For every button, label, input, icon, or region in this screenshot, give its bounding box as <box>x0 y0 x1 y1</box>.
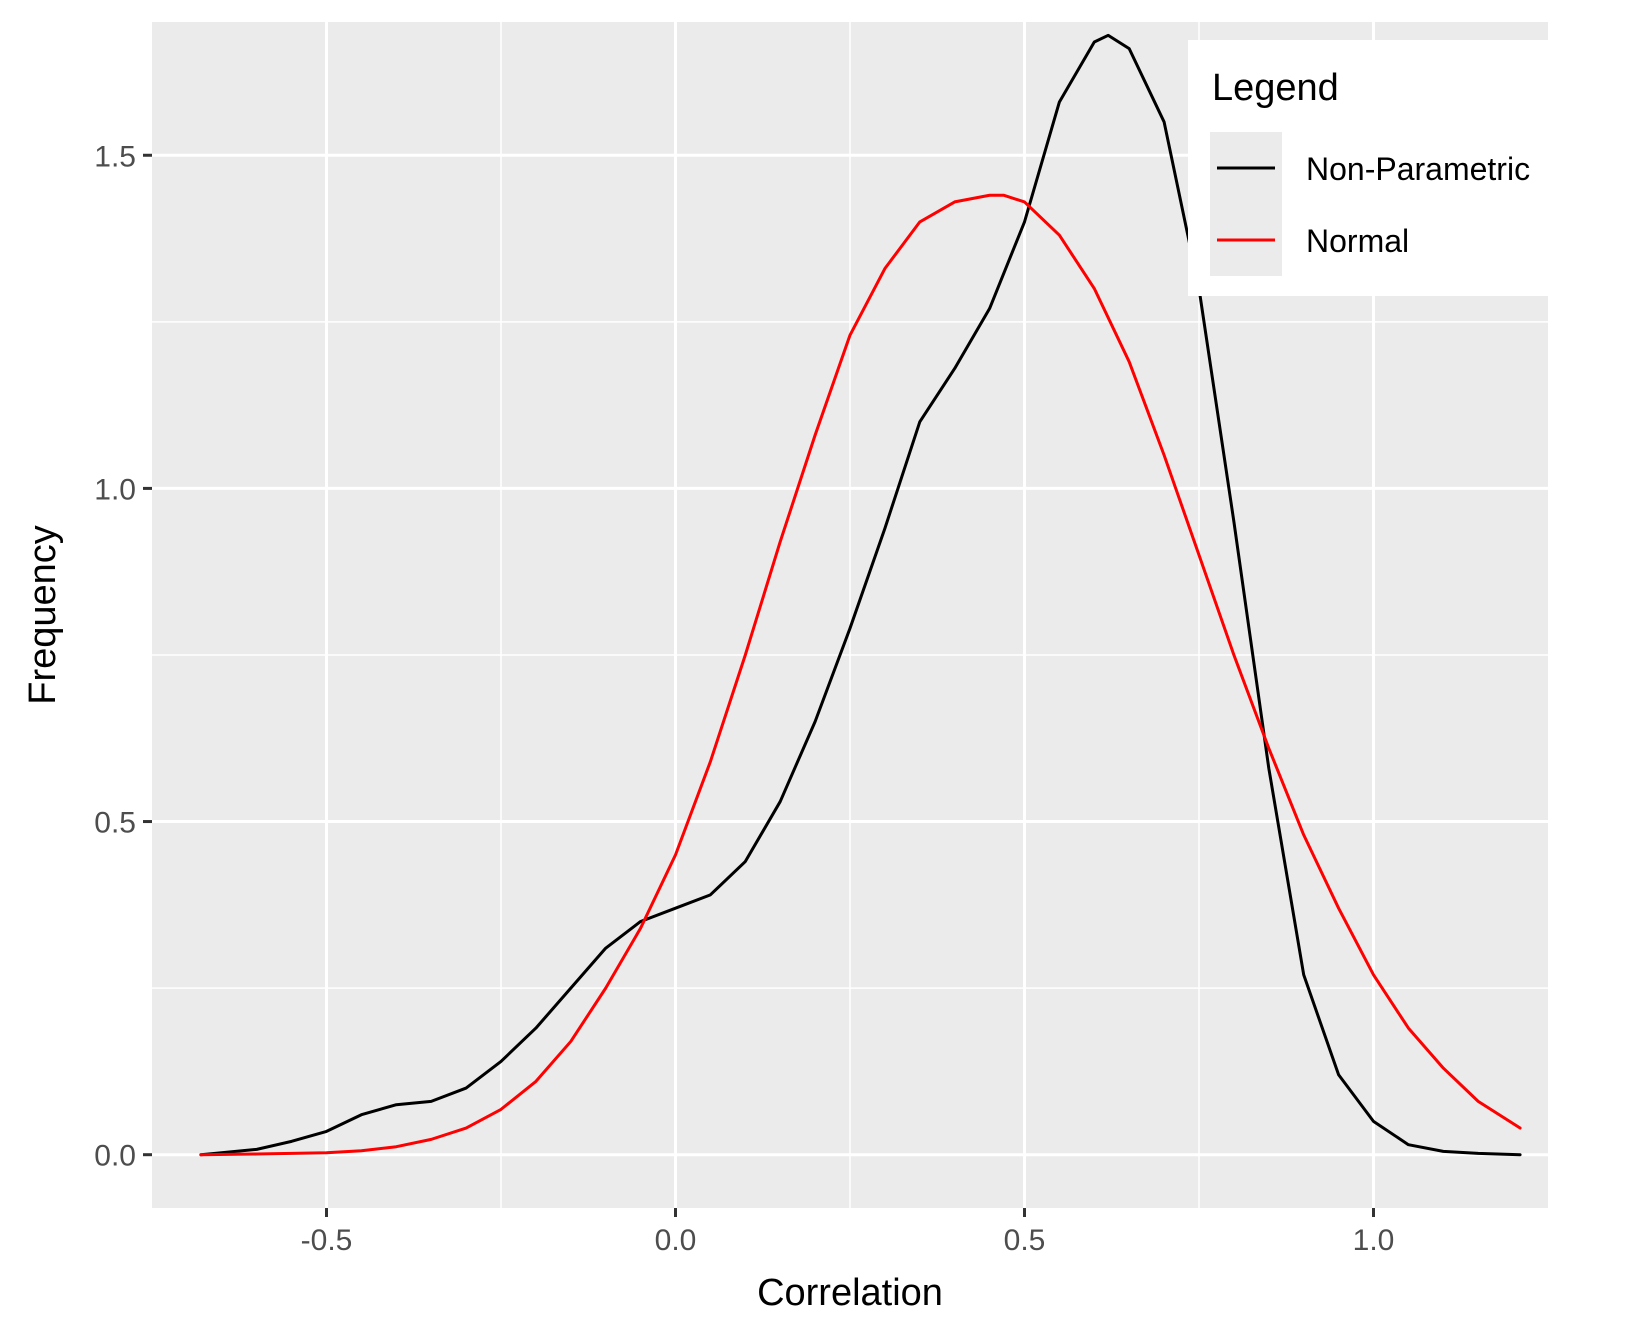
x-tick-label: 0.0 <box>655 1224 697 1257</box>
x-tick-label: 0.5 <box>1004 1224 1046 1257</box>
major-gridlines <box>152 22 1548 1208</box>
x-tick-label: 1.0 <box>1353 1224 1395 1257</box>
x-axis-title: Correlation <box>757 1272 943 1314</box>
y-tick-label: 1.5 <box>94 140 136 173</box>
series-line-normal <box>199 193 1522 1157</box>
legend-label-normal: Normal <box>1306 223 1409 259</box>
legend: Legend Non-Parametric Normal <box>1188 40 1588 296</box>
series-layer <box>199 33 1522 1157</box>
y-tick-label: 1.0 <box>94 473 136 506</box>
x-axis: -0.5 0.0 0.5 1.0 <box>301 1208 1395 1257</box>
legend-label-non-parametric: Non-Parametric <box>1306 151 1530 187</box>
series-line-non-parametric <box>199 33 1522 1157</box>
y-axis: 0.0 0.5 1.0 1.5 <box>94 140 152 1173</box>
legend-title: Legend <box>1212 67 1339 109</box>
y-tick-label: 0.5 <box>94 807 136 840</box>
y-tick-label: 0.0 <box>94 1140 136 1173</box>
minor-gridlines <box>152 22 1548 1208</box>
x-tick-label: -0.5 <box>301 1224 353 1257</box>
y-axis-title: Frequency <box>22 525 64 705</box>
